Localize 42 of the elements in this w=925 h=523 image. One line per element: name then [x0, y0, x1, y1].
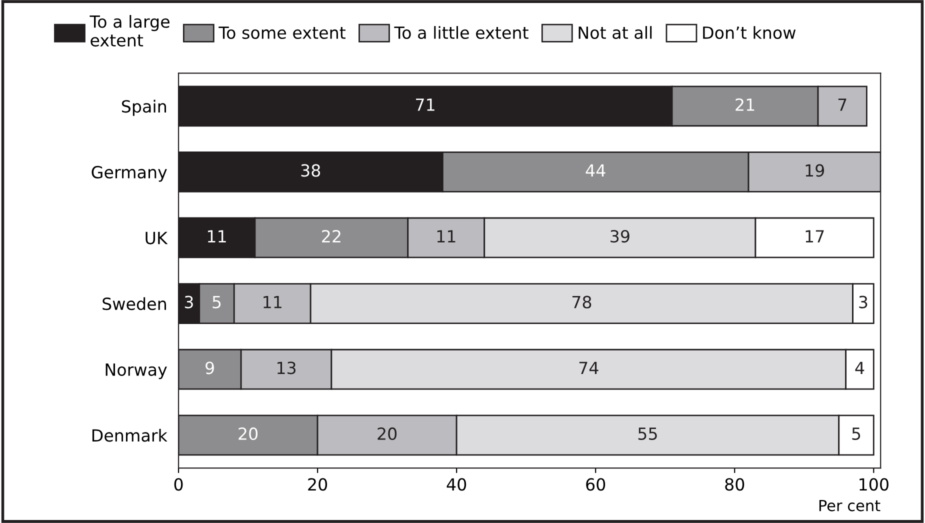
y-tick-label: Sweden — [102, 297, 166, 310]
data-label: 11 — [208, 230, 226, 242]
data-label: 38 — [301, 164, 320, 177]
data-label: 39 — [610, 230, 630, 243]
data-label: 44 — [586, 164, 606, 177]
data-label: 3 — [184, 296, 193, 308]
x-tick-label: 0 — [174, 478, 183, 491]
data-label: 5 — [212, 296, 221, 308]
y-tick-label: Norway — [106, 364, 167, 380]
legend-label: To a large extent — [90, 15, 170, 47]
legend-label: To some extent — [218, 26, 346, 39]
legend-label: Not at all — [578, 26, 652, 39]
x-tick-label: 20 — [308, 478, 328, 491]
data-label: 74 — [579, 362, 598, 374]
data-label: 4 — [855, 362, 864, 374]
legend-label: To a little extent — [394, 26, 528, 39]
x-tick-label: 80 — [725, 478, 744, 491]
data-label: 21 — [736, 98, 754, 111]
y-tick-label: Spain — [122, 100, 166, 116]
y-tick-label: UK — [146, 232, 168, 244]
data-label: 55 — [638, 428, 657, 440]
legend-label: Don’t know — [703, 26, 796, 39]
data-label: 78 — [572, 296, 592, 308]
data-label: 9 — [206, 362, 214, 374]
data-label: 20 — [378, 427, 397, 440]
data-label: 13 — [277, 362, 296, 374]
x-axis-title: Per cent — [819, 500, 880, 512]
x-tick-label: 60 — [586, 478, 606, 491]
x-tick-label: 100 — [860, 478, 888, 491]
data-label: 22 — [322, 230, 340, 242]
data-label: 71 — [416, 98, 434, 111]
y-tick-label: Denmark — [92, 428, 168, 442]
data-label: 11 — [264, 296, 282, 308]
y-tick-label: Germany — [92, 166, 167, 182]
data-label: 19 — [806, 164, 824, 177]
data-label: 3 — [859, 296, 868, 308]
data-label: 7 — [838, 98, 846, 111]
data-label: 17 — [806, 230, 824, 242]
x-tick-label: 40 — [446, 478, 466, 491]
data-label: 5 — [852, 428, 860, 440]
data-label: 11 — [437, 230, 456, 242]
data-label: 20 — [238, 427, 258, 440]
